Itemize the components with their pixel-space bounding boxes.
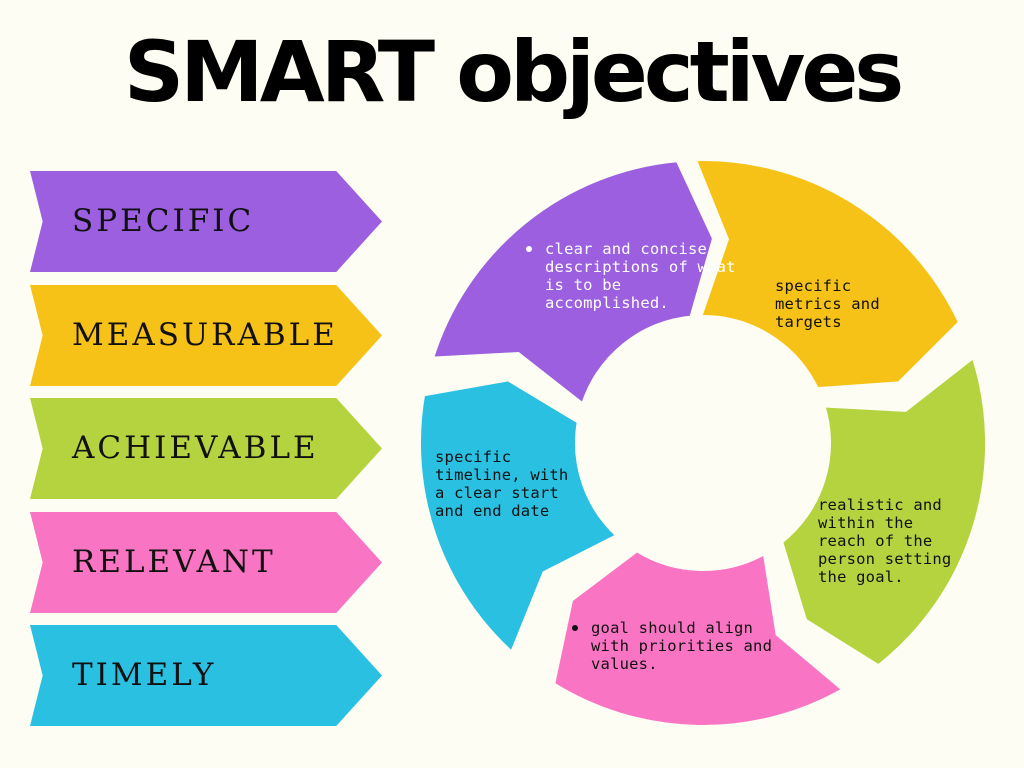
criterion-achievable: ACHIEVABLE <box>30 398 382 499</box>
criterion-relevant-label: RELEVANT <box>72 544 276 580</box>
cycle-segment-timely <box>415 375 625 660</box>
cycle-specific-text: clear and concise descriptions of what i… <box>523 240 745 312</box>
criterion-specific: SPECIFIC <box>30 171 382 272</box>
criteria-list: SPECIFIC MEASURABLE ACHIEVABLE RELEVANT … <box>30 171 382 727</box>
criterion-timely-label: TIMELY <box>72 657 217 693</box>
criterion-measurable-label: MEASURABLE <box>72 317 338 353</box>
cycle-segment-achievable <box>776 349 991 672</box>
criterion-relevant: RELEVANT <box>30 512 382 613</box>
page-title: SMART objectives <box>123 23 905 121</box>
cycle-relevant-text: goal should align with priorities and va… <box>569 619 791 673</box>
cycle-timely-text: specific timeline, with a clear start an… <box>435 448 569 520</box>
criterion-measurable: MEASURABLE <box>30 285 382 386</box>
cycle-measurable-text: specific metrics and targets <box>775 277 880 331</box>
cycle-achievable-text: realistic and within the reach of the pe… <box>818 496 952 586</box>
criterion-specific-label: SPECIFIC <box>72 203 255 239</box>
cycle-segment-specific <box>426 155 719 412</box>
criterion-achievable-label: ACHIEVABLE <box>72 430 319 466</box>
criterion-timely: TIMELY <box>30 625 382 726</box>
cycle-segment-relevant <box>548 545 851 731</box>
cycle-segment-measurable <box>688 155 965 394</box>
